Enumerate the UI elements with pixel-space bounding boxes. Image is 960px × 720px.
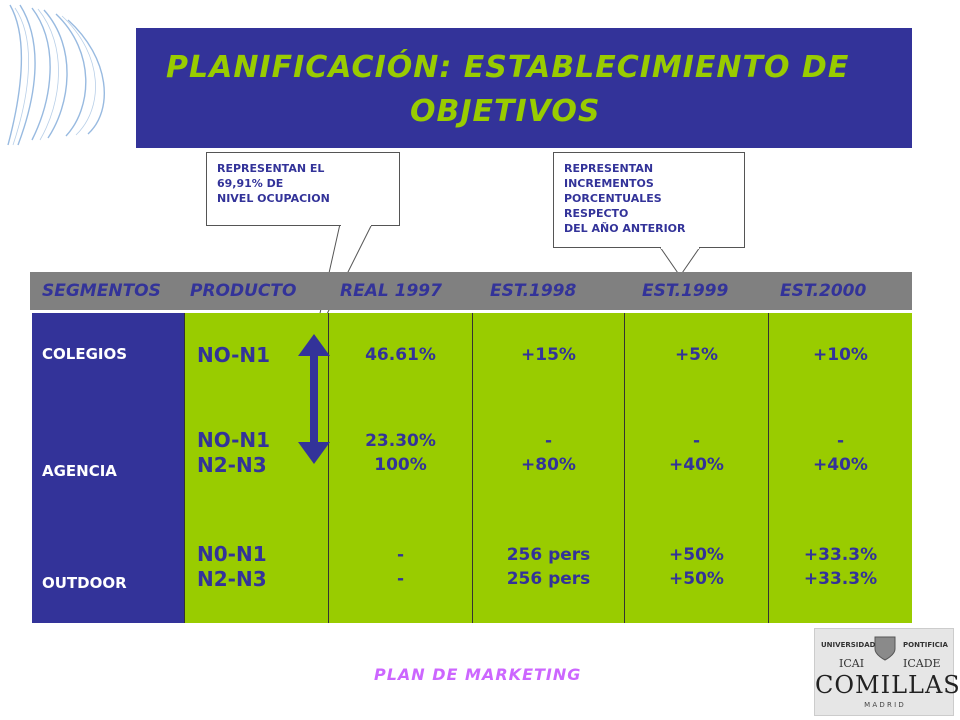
- header-est-2000: EST.2000: [780, 281, 867, 301]
- pointer-join-right: [661, 246, 699, 249]
- segment-outdoor: OUTDOOR: [42, 574, 127, 592]
- est-1999-column: +5% - +40% +50% +50%: [624, 313, 768, 623]
- real-1997-colegios: 46.61%: [365, 345, 436, 365]
- est-2000-agencia: - +40%: [813, 431, 868, 475]
- crest-icon: [874, 636, 896, 661]
- product-agencia: NO-N1 N2-N3: [197, 428, 271, 477]
- callout-increments: REPRESENTAN INCREMENTOS PORCENTUALES RES…: [553, 152, 745, 248]
- product-column: NO-N1 NO-N1 N2-N3 N0-N1 N2-N3: [184, 313, 328, 623]
- est-1998-colegios: +15%: [521, 345, 576, 365]
- footer-text: PLAN DE MARKETING: [374, 665, 582, 684]
- est-1998-agencia: - +80%: [521, 431, 576, 475]
- swoosh-logo-icon: [7, 4, 105, 146]
- header-producto: PRODUCTO: [190, 281, 297, 301]
- double-arrow-icon: [298, 334, 330, 464]
- header-est-1999: EST.1999: [642, 281, 729, 301]
- callout-occupancy: REPRESENTAN EL 69,91% DE NIVEL OCUPACION: [206, 152, 400, 226]
- logo-right: ICADE: [903, 657, 941, 670]
- header-est-1998: EST.1998: [490, 281, 577, 301]
- pointer-join-left: [341, 223, 371, 226]
- title-line-1: PLANIFICACIÓN: ESTABLECIMIENTO DE: [166, 50, 850, 85]
- logo-top-right: PONTIFICIA: [903, 641, 948, 649]
- est-1999-colegios: +5%: [674, 345, 719, 365]
- logo-left: ICAI: [839, 657, 865, 670]
- real-1997-agencia: 23.30% 100%: [365, 431, 436, 475]
- product-outdoor: N0-N1 N2-N3: [197, 542, 267, 591]
- est-2000-outdoor: +33.3% +33.3%: [803, 545, 878, 589]
- table-header: SEGMENTOS PRODUCTO REAL 1997 EST.1998 ES…: [30, 272, 912, 310]
- est-2000-colegios: +10%: [813, 345, 868, 365]
- logo-city: M A D R I D: [864, 701, 904, 709]
- title-line-2: OBJETIVOS: [410, 94, 601, 129]
- real-1997-outdoor: - -: [396, 545, 405, 589]
- est-1998-column: +15% - +80% 256 pers 256 pers: [472, 313, 624, 623]
- segments-column: COLEGIOS AGENCIA OUTDOOR: [32, 313, 184, 623]
- comillas-logo: UNIVERSIDAD PONTIFICIA ICAI ICADE COMILL…: [814, 628, 960, 716]
- logo-top-left: UNIVERSIDAD: [821, 641, 876, 649]
- est-1999-agencia: - +40%: [669, 431, 724, 475]
- est-1999-outdoor: +50% +50%: [669, 545, 724, 589]
- product-colegios: NO-N1: [197, 343, 271, 367]
- real-1997-column: 46.61% 23.30% 100% - -: [328, 313, 472, 623]
- header-real-1997: REAL 1997: [340, 281, 442, 301]
- est-2000-column: +10% - +40% +33.3% +33.3%: [768, 313, 912, 623]
- logo-name: COMILLAS: [815, 671, 960, 699]
- segment-agencia: AGENCIA: [42, 462, 117, 480]
- est-1998-outdoor: 256 pers 256 pers: [506, 545, 591, 589]
- title-banner: PLANIFICACIÓN: ESTABLECIMIENTO DE OBJETI…: [136, 28, 912, 148]
- header-segmentos: SEGMENTOS: [42, 281, 161, 301]
- segment-colegios: COLEGIOS: [42, 345, 128, 363]
